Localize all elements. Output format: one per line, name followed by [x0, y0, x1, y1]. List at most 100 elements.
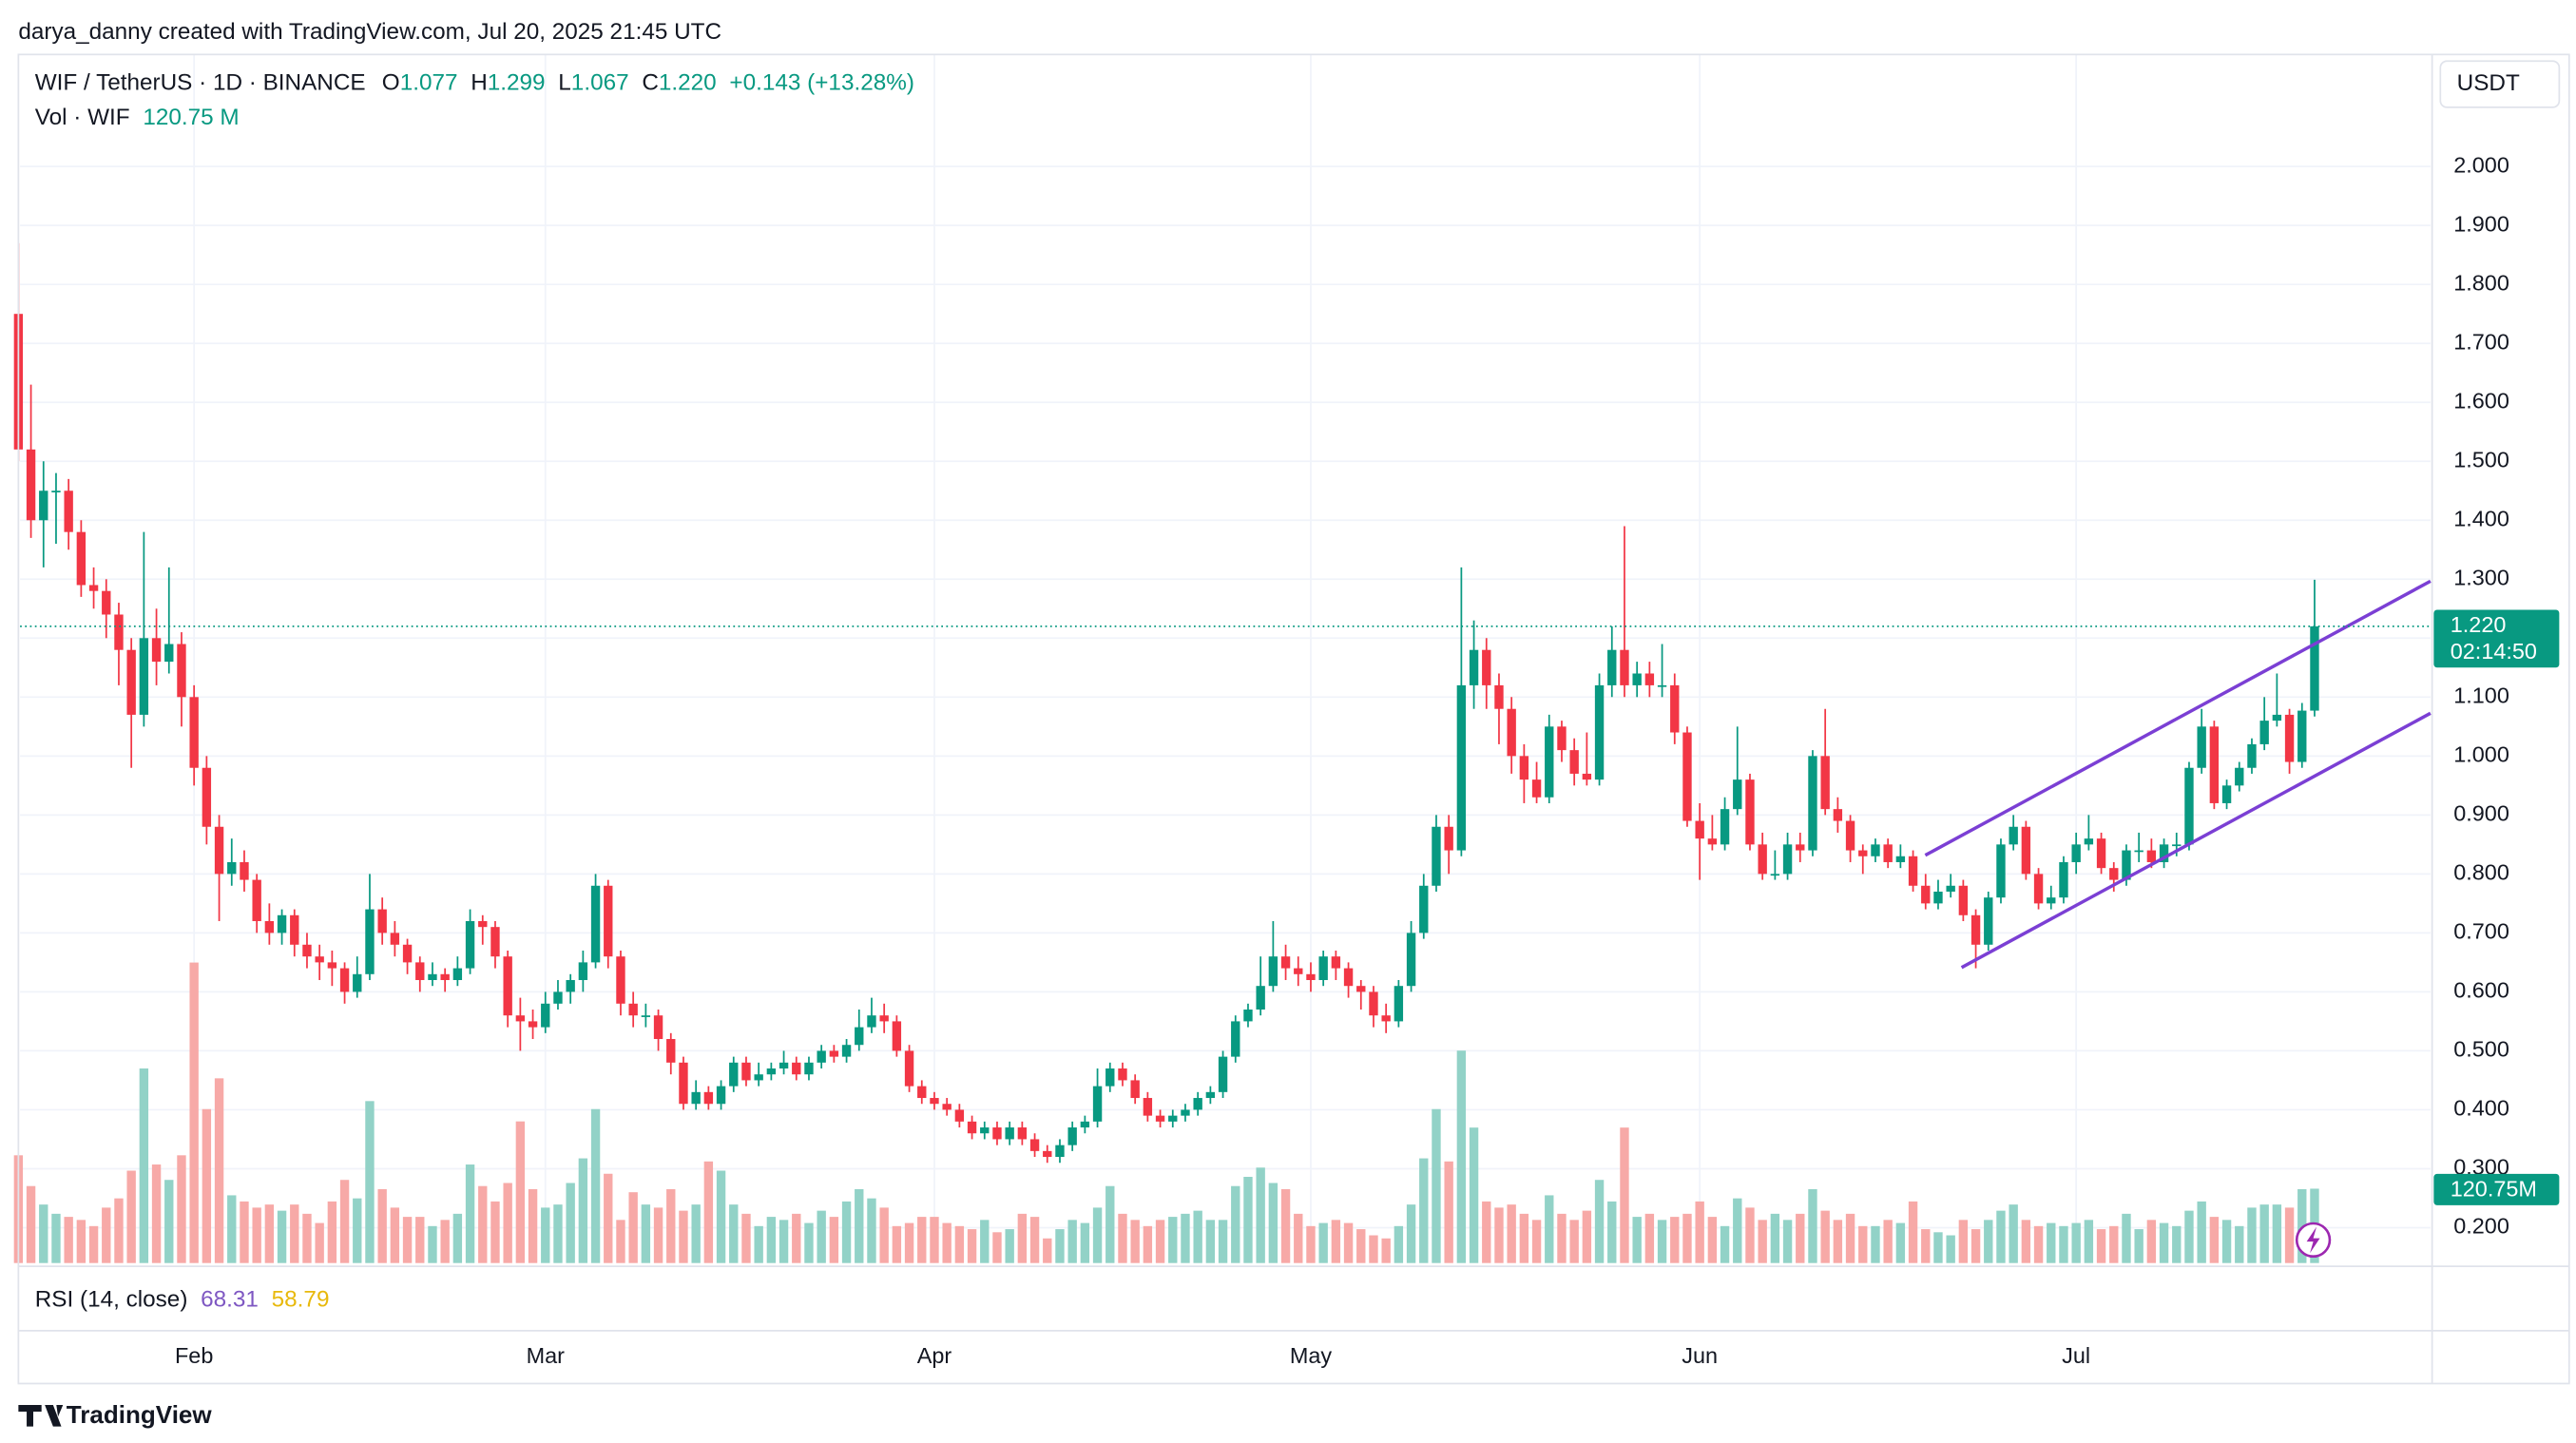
candle-body — [1519, 756, 1529, 780]
volume-bar — [1569, 1220, 1579, 1263]
candle-body — [1080, 1121, 1090, 1128]
ohlc-key: H — [471, 70, 488, 96]
volume-bar — [189, 962, 199, 1263]
candle-body — [139, 638, 149, 715]
candle-body — [327, 962, 337, 969]
volume-bar — [1294, 1213, 1303, 1263]
candle-body — [1294, 968, 1303, 974]
volume-bar — [954, 1225, 965, 1263]
candle-body — [1181, 1109, 1190, 1116]
volume-bar — [1871, 1225, 1880, 1263]
volume-bar — [1205, 1220, 1216, 1263]
candle-body — [917, 1086, 927, 1099]
volume-bar — [240, 1201, 249, 1263]
candle-body — [252, 879, 261, 921]
volume-bar — [1080, 1222, 1090, 1263]
volume-bar — [2197, 1201, 2206, 1263]
volume-bar — [2084, 1220, 2094, 1263]
volume-bar — [2096, 1229, 2106, 1263]
volume-bar — [1105, 1185, 1115, 1263]
volume-bar — [679, 1210, 688, 1263]
currency[interactable]: USDT — [2457, 70, 2520, 96]
candle-body — [1607, 649, 1617, 685]
candle-body — [792, 1062, 801, 1075]
volume-bar — [2159, 1222, 2169, 1263]
volume-bar — [541, 1207, 550, 1263]
channel-upper[interactable] — [1924, 579, 2432, 857]
volume-bar — [164, 1180, 174, 1263]
candle-body — [1306, 973, 1316, 980]
volume-bar — [114, 1198, 124, 1263]
volume-bar — [214, 1078, 224, 1263]
candle-body — [779, 1062, 789, 1069]
candle-body — [1067, 1127, 1077, 1145]
ohlc-value: 1.299 — [488, 70, 546, 96]
volume-bar — [1707, 1217, 1718, 1263]
volume-tag-text: 120.75M — [2451, 1176, 2537, 1201]
candle-body — [1507, 708, 1516, 757]
candle-body — [2021, 826, 2031, 875]
volume-bar — [315, 1222, 324, 1263]
volume-bar — [2272, 1204, 2282, 1263]
candle-body — [1782, 844, 1793, 875]
channel-lower[interactable] — [1960, 711, 2432, 970]
candle-body — [177, 644, 186, 698]
candle-body — [1921, 885, 1931, 904]
volume-bar — [1644, 1213, 1655, 1263]
volume-bar — [616, 1220, 625, 1263]
volume-bar — [1545, 1195, 1554, 1263]
candle-body — [1343, 968, 1354, 987]
candle-body — [415, 962, 425, 980]
volume-bar — [227, 1195, 237, 1263]
volume-bar — [1118, 1213, 1127, 1263]
candle-body — [1820, 756, 1830, 810]
y-tick-label: 1.300 — [2453, 565, 2509, 589]
x-tick-label: Apr — [917, 1343, 952, 1368]
candle-body — [804, 1062, 814, 1075]
candle-body — [189, 697, 199, 768]
volume-bar — [1657, 1220, 1667, 1263]
volume-bar — [1482, 1201, 1491, 1263]
volume-bar — [1720, 1225, 1730, 1263]
candle-body — [76, 531, 87, 586]
volume-bar — [26, 1185, 36, 1263]
candle-body — [716, 1086, 726, 1105]
candle-body — [478, 920, 488, 928]
y-tick-label: 0.600 — [2453, 978, 2509, 1003]
volume-bar — [2047, 1222, 2056, 1263]
candle-body — [2134, 850, 2143, 853]
candle-body — [151, 638, 162, 663]
volume-bar — [1820, 1210, 1830, 1263]
candle-body — [2047, 897, 2056, 904]
volume-bar — [716, 1170, 726, 1263]
candle-body — [942, 1104, 952, 1110]
candle-body — [2310, 625, 2319, 711]
candle-body — [490, 927, 500, 957]
volume-bar — [691, 1204, 701, 1263]
volume-bar — [1143, 1225, 1153, 1263]
volume-bar — [440, 1220, 450, 1263]
candle-body — [302, 944, 312, 957]
volume-bar — [729, 1204, 739, 1263]
candle-body — [590, 885, 601, 963]
candle-body — [2059, 861, 2068, 898]
y-tick-label: 0.500 — [2453, 1037, 2509, 1062]
volume-bar — [904, 1222, 914, 1263]
volume-bar — [1005, 1229, 1014, 1263]
volume-bar — [2071, 1222, 2081, 1263]
volume-bar — [139, 1068, 149, 1263]
candle-body — [1796, 844, 1805, 851]
volume-bar — [1356, 1229, 1366, 1263]
currency-box[interactable] — [2439, 60, 2561, 108]
candle-body — [1745, 779, 1755, 845]
candle-body — [1381, 1015, 1391, 1022]
y-tick-label: 0.800 — [2453, 860, 2509, 885]
volume-bar — [628, 1192, 638, 1263]
volume-bar — [879, 1207, 889, 1263]
candle-body — [1758, 844, 1767, 875]
candle-body — [528, 1021, 538, 1028]
candle-body — [1620, 649, 1629, 685]
ohlc-value: 1.220 — [659, 70, 717, 96]
candle-body — [1406, 933, 1416, 987]
